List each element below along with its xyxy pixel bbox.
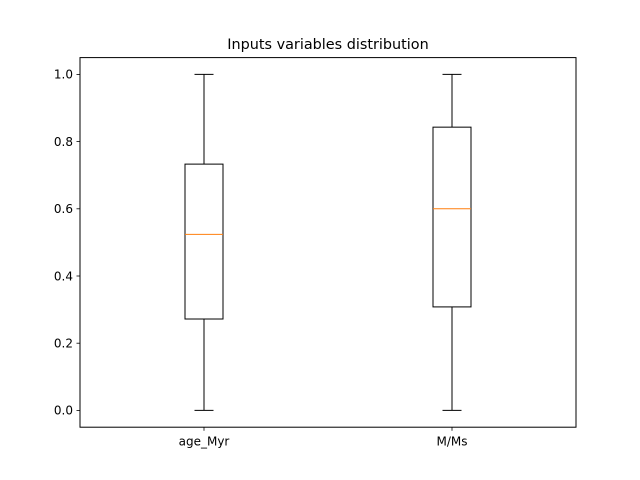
y-tick-label: 0.0	[54, 404, 73, 418]
x-axis: age_Myr M/Ms	[179, 427, 468, 449]
boxes-layer	[184, 73, 472, 411]
y-tick-label: 0.2	[54, 337, 73, 351]
x-tick-label: M/Ms	[436, 435, 467, 449]
y-tick-label: 0.4	[54, 269, 73, 283]
box-group	[184, 73, 224, 411]
y-tick-label: 0.6	[54, 202, 73, 216]
box-group	[432, 73, 472, 411]
iqr-box	[432, 126, 472, 308]
y-tick-label: 0.8	[54, 135, 73, 149]
plot-area-frame	[79, 57, 577, 428]
x-tick-label: age_Myr	[179, 435, 230, 449]
y-tick-label: 1.0	[54, 68, 73, 82]
y-axis: 0.0 0.2 0.4 0.6 0.8 1.0	[54, 68, 80, 418]
chart-title: Inputs variables distribution	[227, 37, 428, 53]
iqr-box	[184, 163, 224, 320]
